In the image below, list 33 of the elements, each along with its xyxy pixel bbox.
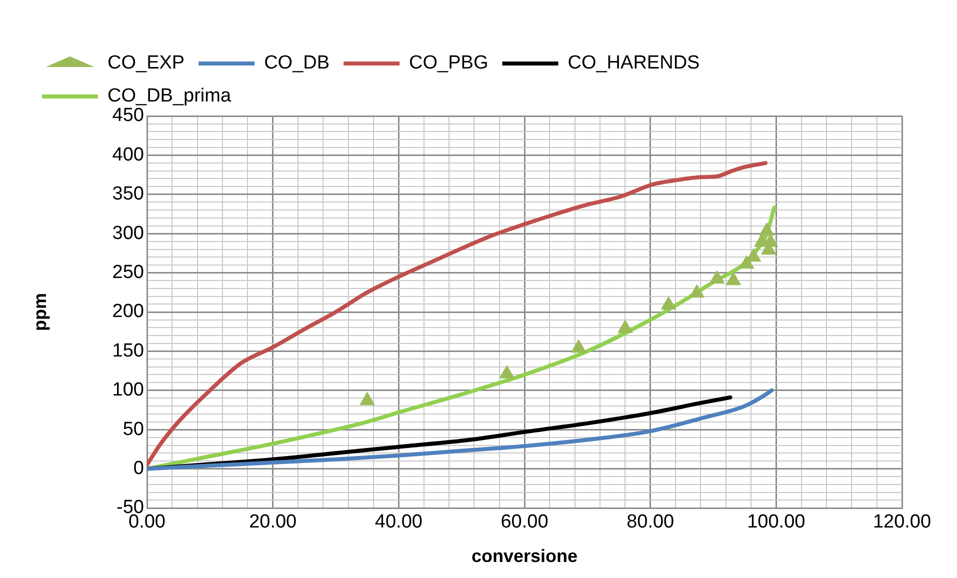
x-axis-title: conversione bbox=[471, 546, 578, 566]
point bbox=[617, 319, 633, 333]
point bbox=[709, 270, 725, 284]
y-tick-label: 300 bbox=[112, 222, 144, 244]
y-tick-label: 250 bbox=[112, 262, 144, 284]
y-tick-label: 0 bbox=[133, 458, 144, 480]
point bbox=[660, 296, 676, 310]
x-tick-label: 60.00 bbox=[500, 512, 548, 533]
y-tick-label: 50 bbox=[122, 418, 144, 440]
point bbox=[726, 272, 742, 286]
legend-label: CO_EXP bbox=[108, 52, 185, 74]
y-tick-label: 150 bbox=[112, 340, 144, 362]
y-tick-label: 400 bbox=[112, 144, 144, 166]
point bbox=[570, 339, 586, 353]
point bbox=[758, 222, 775, 236]
legend-label: CO_HARENDS bbox=[568, 52, 700, 74]
x-tick-label: 100.00 bbox=[747, 512, 806, 533]
point bbox=[689, 284, 705, 298]
x-tick-label: 40.00 bbox=[374, 512, 422, 533]
legend-label: CO_DB_prima bbox=[108, 86, 232, 107]
x-tick-label: 80.00 bbox=[626, 512, 674, 533]
legend-label: CO_PBG bbox=[409, 52, 488, 74]
point bbox=[499, 364, 515, 378]
line-series bbox=[147, 161, 768, 467]
legend-label: CO_DB bbox=[264, 52, 330, 74]
y-tick-label: 350 bbox=[112, 184, 144, 205]
y-tick-label: 100 bbox=[112, 380, 144, 401]
point bbox=[359, 392, 376, 406]
y-tick-label: 450 bbox=[112, 105, 144, 126]
y-tick-label: 200 bbox=[112, 301, 144, 322]
y-axis-title: ppm bbox=[30, 293, 50, 331]
x-tick-label: 20.00 bbox=[249, 512, 297, 533]
x-tick-label: 120.00 bbox=[872, 512, 932, 533]
